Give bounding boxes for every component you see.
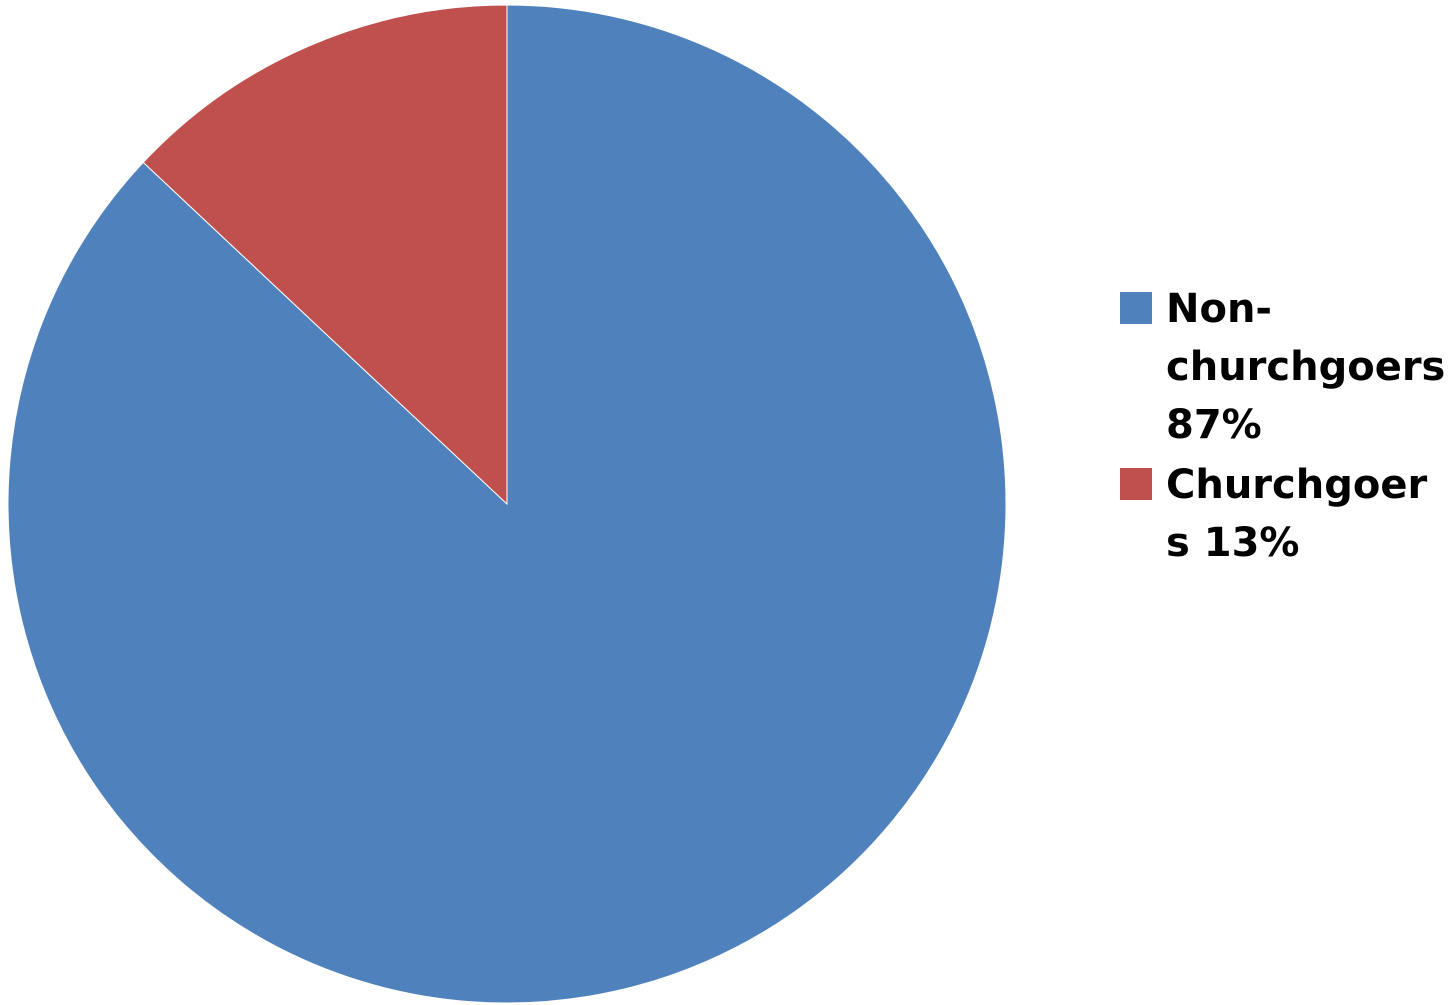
legend: Non-churchgoers 87% Churchgoers 13% <box>1120 280 1445 574</box>
legend-item-churchgoers: Churchgoers 13% <box>1120 456 1445 572</box>
legend-item-non-churchgoers: Non-churchgoers 87% <box>1120 280 1445 454</box>
legend-swatch-churchgoers <box>1120 468 1152 500</box>
legend-label-non-churchgoers: Non-churchgoers 87% <box>1166 286 1446 448</box>
pie-slices <box>7 4 1007 1004</box>
legend-label-churchgoers: Churchgoers 13% <box>1166 462 1428 566</box>
legend-swatch-non-churchgoers <box>1120 292 1152 324</box>
pie-slice-churchgoers <box>142 4 508 506</box>
